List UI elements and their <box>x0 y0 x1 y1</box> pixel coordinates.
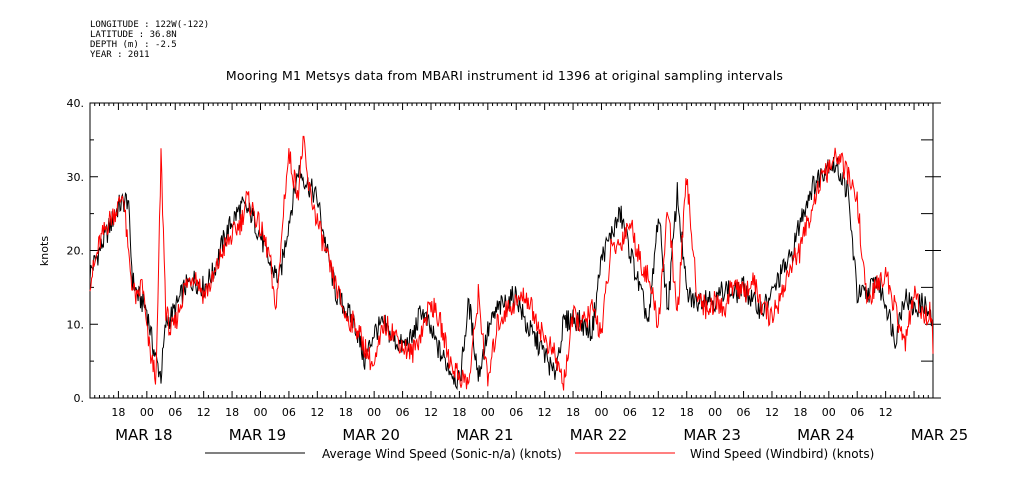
y-tick-label: 20. <box>67 245 85 258</box>
legend: Average Wind Speed (Sonic-n/a) (knots) W… <box>205 447 874 461</box>
meta-longitude: LONGITUDE : 122W(-122) <box>90 20 210 30</box>
x-day-label: MAR 19 <box>229 426 286 444</box>
x-hour-tick-label: 12 <box>651 406 665 419</box>
x-hour-tick-label: 18 <box>225 406 239 419</box>
x-hour-tick-label: 06 <box>396 406 410 419</box>
x-hour-tick-label: 12 <box>424 406 438 419</box>
x-hour-tick-label: 06 <box>623 406 637 419</box>
y-tick-label: 40. <box>67 97 85 110</box>
x-hour-tick-label: 12 <box>765 406 779 419</box>
x-hour-tick-label: 18 <box>566 406 580 419</box>
chart-axes: 18 00 06 12 18 00 06 12 18 00 06 12 18 00 06 12 18 00 06 12… <box>67 97 969 444</box>
x-hour-tick-label: 06 <box>168 406 182 419</box>
y-tick-label: 0. <box>74 392 85 405</box>
x-hour-tick-label: 06 <box>850 406 864 419</box>
x-hour-tick-label: 12 <box>538 406 552 419</box>
metadata-block: LONGITUDE : 122W(-122) LATITUDE : 36.8N … <box>90 20 209 60</box>
x-hour-tick-label: 12 <box>197 406 211 419</box>
x-hour-tick-label: 18 <box>793 406 807 419</box>
x-day-label: MAR 23 <box>683 426 740 444</box>
meta-year: YEAR : 2011 <box>90 50 150 60</box>
x-hour-tick-label: 00 <box>253 406 267 419</box>
x-day-label: MAR 21 <box>456 426 513 444</box>
legend-label-windbird: Wind Speed (Windbird) (knots) <box>690 447 874 461</box>
series-layer <box>89 135 934 391</box>
x-hour-tick-label: 06 <box>737 406 751 419</box>
x-hour-tick-label: 00 <box>140 406 154 419</box>
meta-latitude: LATITUDE : 36.8N <box>90 30 177 40</box>
x-hour-tick-label: 00 <box>594 406 608 419</box>
x-hour-tick-label: 06 <box>282 406 296 419</box>
x-hour-tick-label: 18 <box>452 406 466 419</box>
y-tick-label: 30. <box>67 171 85 184</box>
series-line-average-wind <box>89 156 934 391</box>
x-hour-tick-label: 12 <box>879 406 893 419</box>
x-hour-tick-label: 00 <box>481 406 495 419</box>
x-hour-tick-label: 06 <box>509 406 523 419</box>
y-axis-label: knots <box>38 236 51 266</box>
x-day-label: MAR 18 <box>115 426 172 444</box>
series-line-windbird <box>89 135 934 391</box>
x-hour-tick-label: 00 <box>708 406 722 419</box>
meta-depth: DEPTH (m) : -2.5 <box>90 40 177 50</box>
legend-label-average-wind: Average Wind Speed (Sonic-n/a) (knots) <box>322 447 562 461</box>
plot-frame <box>89 102 934 399</box>
x-day-label: MAR 22 <box>570 426 627 444</box>
x-day-label: MAR 24 <box>797 426 854 444</box>
x-hour-tick-label: 18 <box>680 406 694 419</box>
x-day-label: MAR 20 <box>342 426 399 444</box>
x-hour-tick-label: 00 <box>822 406 836 419</box>
y-tick-label: 10. <box>67 318 85 331</box>
x-day-label: MAR 25 <box>911 426 968 444</box>
x-hour-tick-label: 12 <box>310 406 324 419</box>
x-hour-tick-label: 18 <box>339 406 353 419</box>
chart-title: Mooring M1 Metsys data from MBARI instru… <box>225 68 784 83</box>
x-hour-tick-label: 00 <box>367 406 381 419</box>
x-hour-tick-label: 18 <box>111 406 125 419</box>
